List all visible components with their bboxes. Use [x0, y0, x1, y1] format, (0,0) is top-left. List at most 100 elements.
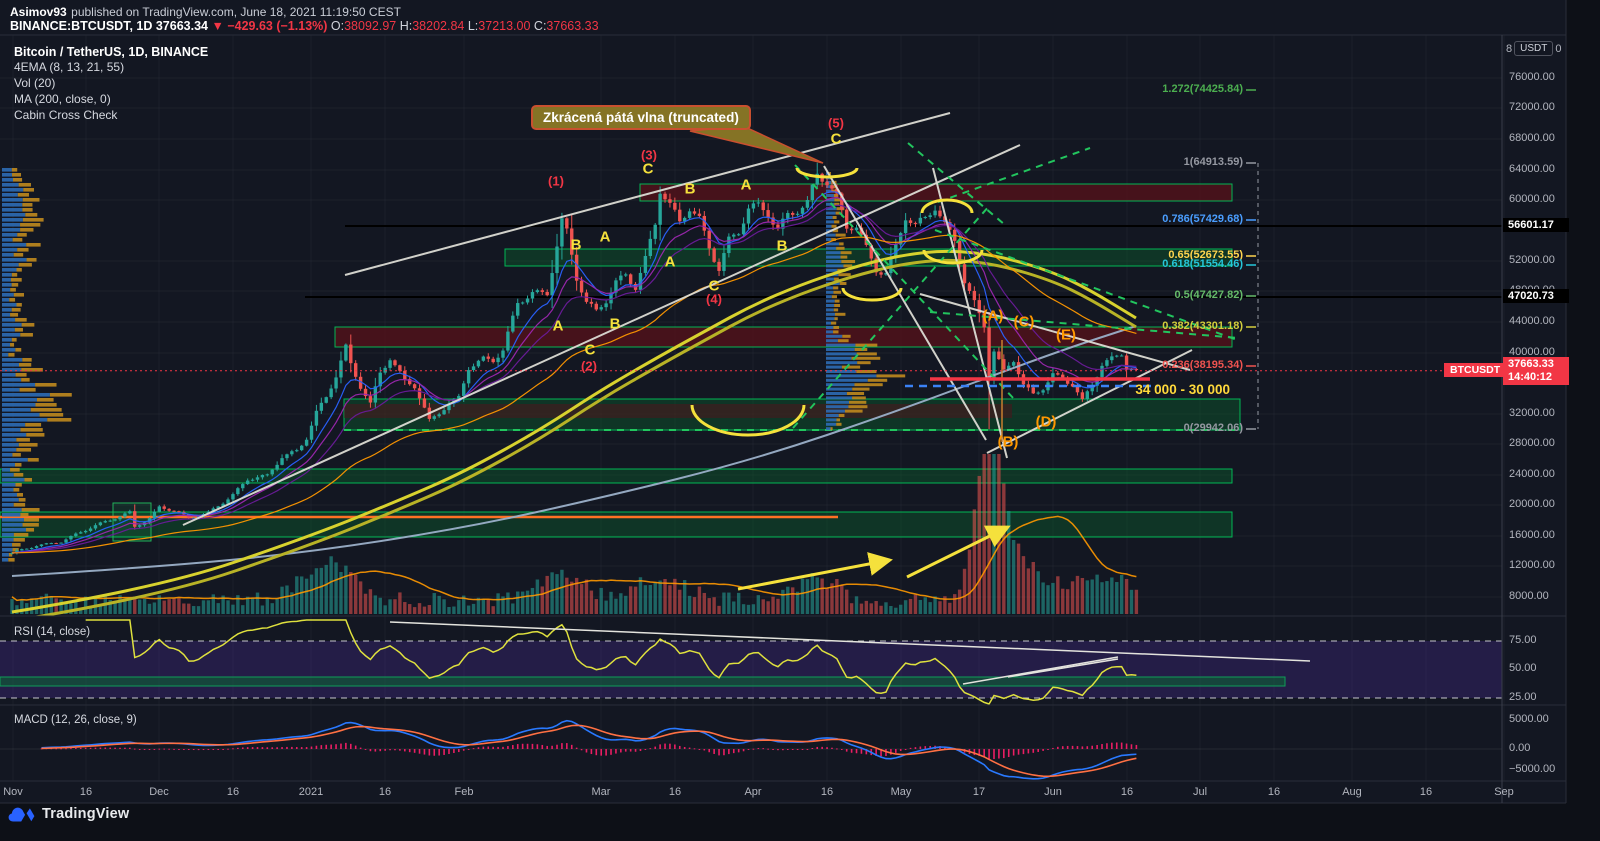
abc-wave-label[interactable]: B: [684, 180, 696, 198]
abc-wave-label[interactable]: A: [552, 317, 564, 335]
down-arrow-icon: ▼: [211, 19, 224, 33]
price-tick-label: 50.00: [1509, 662, 1537, 674]
elliott-wave-label[interactable]: (2): [581, 358, 597, 374]
rsi-pane-label[interactable]: RSI (14, close): [14, 626, 91, 638]
price-tick-label: 75.00: [1509, 634, 1537, 646]
symbol-axis-chip: BTCUSDT: [1444, 363, 1507, 377]
price-tick-label: 25.00: [1509, 691, 1537, 703]
tradingview-brand[interactable]: TradingView: [8, 804, 129, 823]
rsi-pane: [0, 619, 1502, 705]
abc-wave-label[interactable]: C: [708, 277, 720, 295]
corrective-wave-label[interactable]: (B): [997, 433, 1019, 451]
symbol-ohlc-row: BINANCE:BTCUSDT, 1D 37663.34 ▼ −429.63 (…: [10, 19, 599, 33]
time-tick-label: 16: [226, 786, 240, 798]
fib-level-label[interactable]: 0.5(47427.82): [1174, 289, 1244, 301]
abc-wave-label[interactable]: B: [609, 315, 621, 333]
highlight-box: [112, 502, 152, 542]
price-tick-label: 76000.00: [1509, 71, 1555, 83]
macd-pane: [0, 719, 1502, 780]
cabin-line-2: [32, 258, 1137, 616]
corrective-wave-label[interactable]: (A): [982, 307, 1004, 325]
macd-pane-label[interactable]: MACD (12, 26, close, 9): [14, 714, 137, 726]
time-tick-label: Sep: [1494, 786, 1514, 798]
fib-level-label[interactable]: 0(29942.06): [1183, 422, 1243, 434]
price-level-chip: 56601.17: [1503, 218, 1569, 232]
fib-level-label[interactable]: 1.272(74425.84): [1162, 83, 1243, 95]
fib-level-label[interactable]: 1(64913.59): [1183, 156, 1243, 168]
elliott-wave-label[interactable]: (1): [548, 173, 564, 189]
publish-info: published on TradingView.com, June 18, 2…: [71, 5, 401, 19]
axis-top-right-digit: 0: [1555, 42, 1562, 55]
symbol-name[interactable]: BINANCE:BTCUSDT, 1D: [10, 19, 153, 33]
elliott-wave-label[interactable]: (4): [706, 291, 722, 307]
abc-wave-label[interactable]: B: [776, 237, 788, 255]
fib-level-label[interactable]: 0.786(57429.68): [1162, 213, 1243, 225]
volume-profile-left: [2, 168, 72, 562]
fib-level-label[interactable]: 0.618(51554.46): [1162, 258, 1243, 270]
price-tick-label: 64000.00: [1509, 163, 1555, 175]
currency-toggle-button[interactable]: USDT: [1514, 41, 1554, 56]
tradingview-brand-text: TradingView: [42, 805, 130, 822]
legend-volume[interactable]: Vol (20): [14, 76, 56, 90]
price-range-note[interactable]: 34 000 - 30 000: [1135, 382, 1230, 397]
time-tick-label: 16: [1419, 786, 1433, 798]
chart-background: [0, 0, 1566, 803]
price-tick-label: 5000.00: [1509, 713, 1549, 725]
corrective-wave-label[interactable]: (E): [1056, 326, 1076, 344]
price-tick-label: 0.00: [1509, 742, 1531, 754]
time-tick-label: Mar: [591, 786, 611, 798]
fib-level-label[interactable]: 0.236(38195.34): [1162, 359, 1243, 371]
abc-wave-label[interactable]: C: [830, 130, 842, 148]
high-value: 38202.84: [412, 19, 465, 33]
price-tick-label: 72000.00: [1509, 101, 1555, 113]
time-tick-label: May: [890, 786, 912, 798]
price-change: −429.63 (−1.13%): [227, 19, 328, 33]
time-tick-label: 16: [1267, 786, 1281, 798]
fib-level-label[interactable]: 0.65(52673.55): [1168, 249, 1243, 261]
author-name[interactable]: Asimov93: [10, 5, 67, 19]
open-value: 38092.97: [344, 19, 397, 33]
time-tick-label: 16: [79, 786, 93, 798]
time-tick-label: 16: [1120, 786, 1134, 798]
time-tick-label: Apr: [744, 786, 762, 798]
price-tick-label: 16000.00: [1509, 529, 1555, 541]
wave-annotation-callout[interactable]: Zkrácená pátá vlna (truncated): [531, 105, 751, 130]
corrective-wave-label[interactable]: (C): [1013, 313, 1035, 331]
chart-legend: Bitcoin / TetherUS, 1D, BINANCE 4EMA (8,…: [14, 45, 208, 123]
price-tick-label: 44000.00: [1509, 315, 1555, 327]
time-tick-label: Nov: [3, 786, 23, 798]
abc-wave-label[interactable]: B: [570, 236, 582, 254]
legend-cabin-cross-check[interactable]: Cabin Cross Check: [14, 108, 118, 122]
volume-profile-mid: [826, 172, 906, 431]
abc-wave-label[interactable]: A: [664, 253, 676, 271]
price-tick-label: −5000.00: [1509, 763, 1556, 775]
time-tick-label: Jul: [1192, 786, 1208, 798]
low-label: L:: [467, 19, 479, 33]
main-pane: [0, 89, 1502, 616]
legend-4ema[interactable]: 4EMA (8, 13, 21, 55): [14, 60, 125, 74]
price-tick-label: 68000.00: [1509, 132, 1555, 144]
last-price-chip: 37663.33 14:40:12: [1503, 357, 1569, 385]
high-label: H:: [399, 19, 413, 33]
volume-bars: [10, 454, 1139, 614]
abc-wave-label[interactable]: C: [584, 341, 596, 359]
time-tick-label: 16: [378, 786, 392, 798]
corrective-wave-label[interactable]: (D): [1035, 413, 1057, 431]
abc-wave-label[interactable]: A: [599, 228, 611, 246]
close-value: 37663.33: [546, 19, 599, 33]
price-axis-top: 8 USDT 0: [1506, 41, 1561, 56]
abc-wave-label[interactable]: A: [740, 176, 752, 194]
time-tick-label: Aug: [1342, 786, 1362, 798]
time-tick-label: Jun: [1044, 786, 1062, 798]
legend-symbol[interactable]: Bitcoin / TetherUS, 1D, BINANCE: [14, 45, 209, 59]
time-tick-label: Dec: [149, 786, 169, 798]
cabin-line-1: [11, 249, 1137, 614]
abc-wave-label[interactable]: C: [642, 160, 654, 178]
elliott-wave-label[interactable]: (3): [641, 147, 657, 163]
time-tick-label: 17: [972, 786, 986, 798]
fib-level-label[interactable]: 0.382(43301.18): [1162, 320, 1243, 332]
elliott-wave-label[interactable]: (5): [828, 115, 844, 131]
legend-ma200[interactable]: MA (200, close, 0): [14, 92, 111, 106]
rsi-line: [85, 619, 1137, 705]
